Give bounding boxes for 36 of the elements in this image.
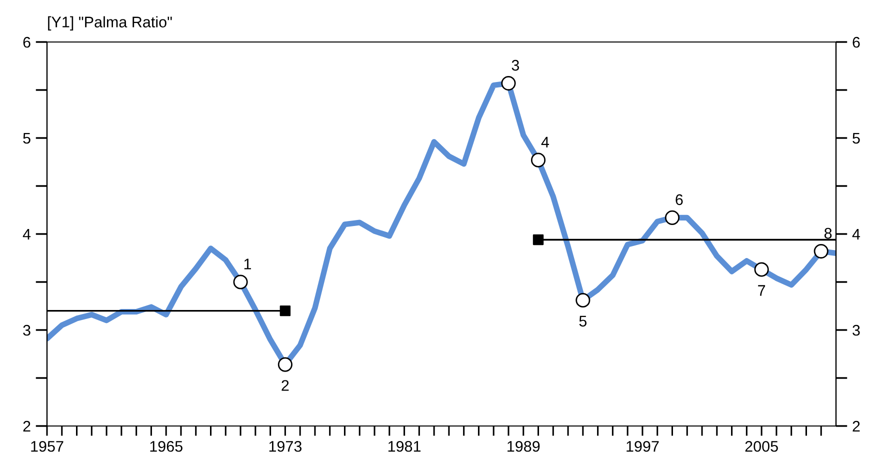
y-tick-label: 2 [23, 420, 30, 432]
point [754, 262, 769, 277]
y-tick-label: 3 [23, 324, 30, 336]
annotation: 1 [244, 258, 251, 270]
point [278, 357, 292, 372]
y2-tick-label: 2 [852, 420, 860, 432]
point [532, 234, 544, 246]
point [280, 305, 291, 316]
x-tick-label: 1981 [388, 440, 421, 452]
x-tick-label: 1973 [269, 440, 302, 452]
y-axis-title: [Y1] "Palma Ratio" [48, 16, 172, 30]
annotation: 3 [512, 60, 520, 71]
annotation: 6 [676, 194, 683, 206]
y-tick-label: 5 [23, 133, 30, 144]
annotation: 7 [758, 285, 766, 296]
x-tick-label: 1957 [31, 440, 64, 452]
y2-tick-label: 6 [852, 36, 860, 48]
annotation: 4 [541, 136, 550, 148]
x-tick-label: 1965 [150, 440, 182, 452]
x-tick-label: 1997 [626, 440, 659, 452]
point [664, 210, 680, 225]
point [530, 152, 546, 168]
x-tick-label: 2005 [745, 440, 778, 452]
y-tick-label: 6 [23, 36, 30, 48]
annotation: 8 [824, 228, 832, 239]
annotation: 5 [579, 316, 587, 327]
point [576, 292, 590, 308]
point [501, 76, 516, 91]
x-tick-label: 1989 [508, 440, 540, 452]
point [814, 244, 828, 259]
y-tick-label: 4 [22, 229, 31, 240]
point [233, 274, 248, 290]
y2-tick-label: 4 [852, 229, 860, 240]
y2-tick-label: 5 [852, 133, 860, 144]
annotation: 2 [282, 380, 289, 391]
y2-tick-label: 3 [852, 324, 860, 336]
